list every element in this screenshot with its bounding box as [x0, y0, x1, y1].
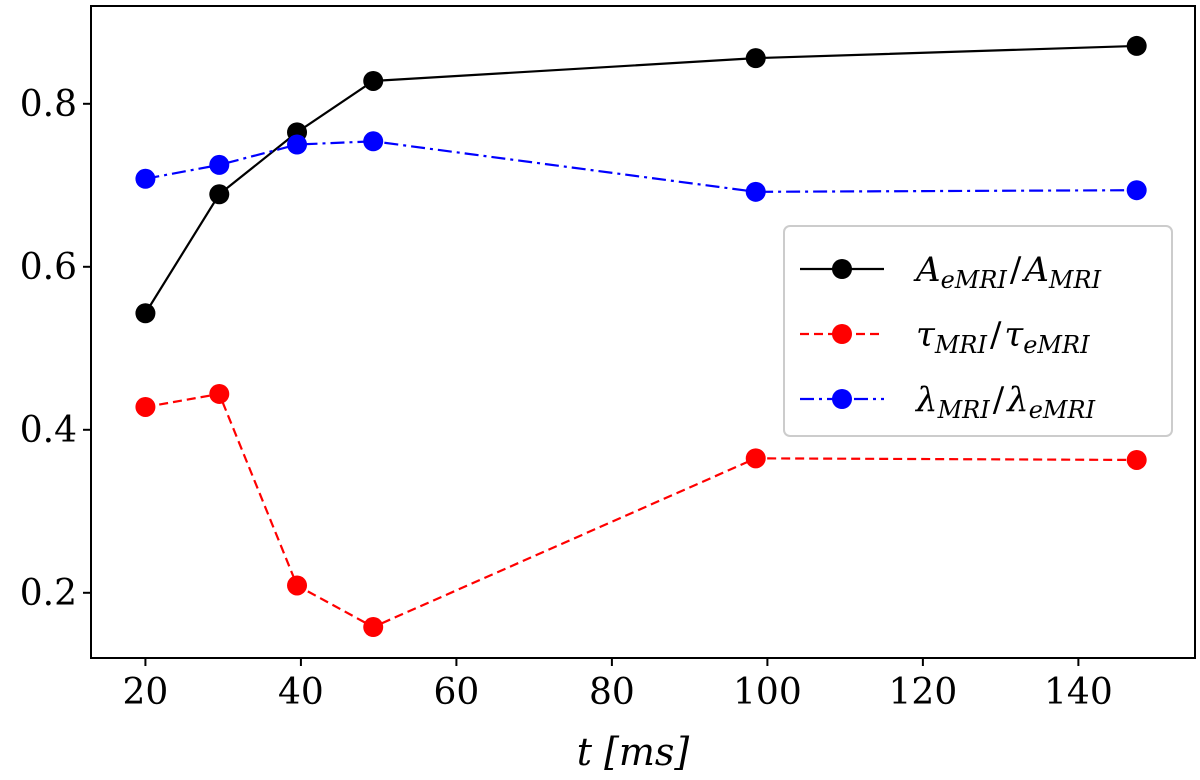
- x-tick-label: 20: [123, 672, 169, 713]
- series-1-point: [1126, 35, 1147, 56]
- legend-marker-1: [832, 259, 852, 279]
- x-tick-label: 40: [278, 672, 324, 713]
- legend-marker-3: [832, 389, 852, 409]
- legend: AeMRI/AMRI τMRI/τeMRI λMRI/λeMRI: [783, 225, 1173, 437]
- series-1-point: [745, 48, 766, 69]
- x-tick-label: 100: [733, 672, 802, 713]
- series-line-2: [145, 392, 1137, 629]
- legend-label-3: λMRI/λeMRI: [914, 380, 1096, 424]
- x-tick-label: 120: [889, 672, 958, 713]
- series-2-point: [287, 575, 308, 596]
- x-tick-label: 80: [589, 672, 635, 713]
- series-2-point: [135, 396, 156, 417]
- series-3-point: [209, 154, 230, 175]
- series-1-point: [135, 303, 156, 324]
- series-line-3: [145, 140, 1137, 193]
- series-layer: [135, 35, 1147, 638]
- series-3-point: [363, 131, 384, 152]
- x-tick-label: 140: [1044, 672, 1113, 713]
- x-tick-label: 60: [434, 672, 480, 713]
- series-3-point: [287, 134, 308, 155]
- series-3-point: [745, 181, 766, 202]
- series-1-point: [363, 70, 384, 91]
- axis-layer: 20 40 60 80 100 120 140 0.2 0.4 0.6 0.8: [20, 84, 1113, 713]
- legend-label-2: τMRI/τeMRI: [916, 315, 1090, 359]
- series-1-point: [209, 184, 230, 205]
- y-tick-label: 0.4: [20, 410, 77, 451]
- y-tick-label: 0.6: [20, 247, 77, 288]
- series-3-point: [135, 168, 156, 189]
- series-2-point: [209, 383, 230, 404]
- series-3-point: [1126, 180, 1147, 201]
- x-axis-label: t [ms]: [577, 730, 690, 774]
- series-line-1: [144, 44, 1137, 314]
- series-2-point: [363, 617, 384, 638]
- legend-box: [783, 225, 1173, 437]
- legend-marker-2: [832, 324, 852, 344]
- y-tick-label: 0.2: [20, 573, 77, 614]
- series-2-point: [745, 448, 766, 469]
- legend-label-1: AeMRI/AMRI: [913, 250, 1102, 294]
- y-tick-label: 0.8: [20, 84, 77, 125]
- series-2-point: [1126, 449, 1147, 470]
